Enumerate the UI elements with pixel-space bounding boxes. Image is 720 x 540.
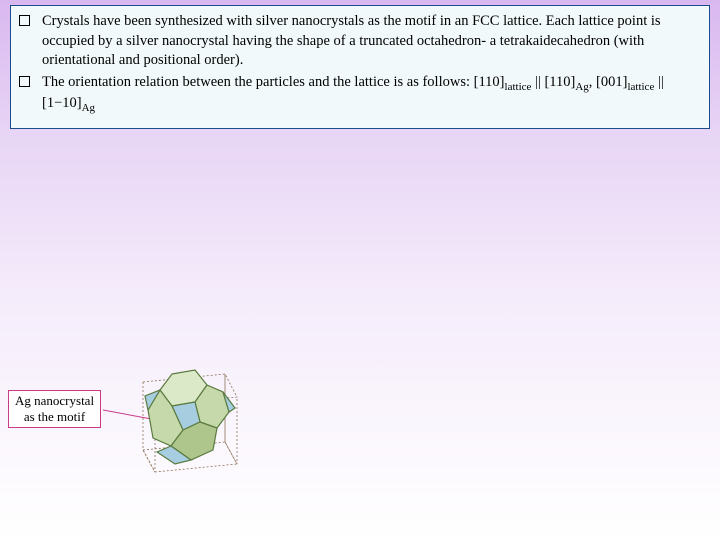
callout-line1: Ag nanocrystal	[15, 393, 94, 408]
callout-line2: as the motif	[24, 409, 85, 424]
info-text-box: Crystals have been synthesized with silv…	[10, 5, 710, 129]
bullet-square-icon	[19, 76, 30, 87]
bullet-item-1: Crystals have been synthesized with silv…	[19, 12, 701, 71]
bullet-square-icon	[19, 15, 30, 26]
callout-label: Ag nanocrystal as the motif	[8, 390, 101, 428]
bullet-item-2: The orientation relation between the par…	[19, 73, 701, 116]
polyhedron-diagram	[125, 352, 255, 482]
bullet-text-1: Crystals have been synthesized with silv…	[42, 12, 701, 71]
bullet-text-2: The orientation relation between the par…	[42, 73, 701, 116]
